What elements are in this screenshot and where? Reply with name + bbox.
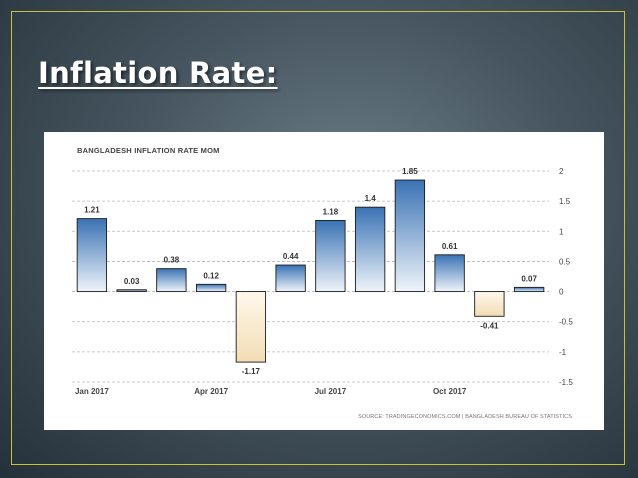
bar-jan-2017 <box>76 218 108 293</box>
data-label: 0.61 <box>442 242 458 251</box>
bar-dec-2017 <box>513 286 545 293</box>
y-tick-label: -1.5 <box>559 378 573 387</box>
y-tick-label: 0 <box>559 288 564 297</box>
data-label: 0.12 <box>203 271 219 280</box>
chart-value-labels: 1.21 0.03 0.38 0.12 -1.17 0.44 1.18 1.4 1.85 0.61… <box>84 167 537 376</box>
data-label: 0.44 <box>283 252 299 261</box>
chart-panel: 1.21 0.03 0.38 0.12 -1.17 0.44 1.18 1.4 1.85 0.61… <box>44 132 604 430</box>
bar-sep-2017 <box>394 179 426 293</box>
y-tick-label: 1 <box>559 227 564 236</box>
x-tick-label: Oct 2017 <box>433 387 467 396</box>
data-label: 1.4 <box>365 194 377 203</box>
chart-gridlines <box>72 170 549 383</box>
bar-oct-2017 <box>434 254 465 293</box>
bar-apr-2017 <box>195 283 227 293</box>
data-label: 1.85 <box>402 167 418 176</box>
bar-jun-2017 <box>275 264 306 293</box>
bar-aug-2017 <box>354 206 386 293</box>
bar-mar-2017 <box>156 268 187 293</box>
y-tick-label: -1 <box>559 348 567 357</box>
data-label: 1.18 <box>323 207 339 216</box>
bar-may-2017 <box>235 291 267 363</box>
slide-title: Inflation Rate: <box>38 56 278 90</box>
bar-feb-2017 <box>116 289 147 293</box>
y-tick-label: 0.5 <box>559 257 571 266</box>
chart-title: BANGLADESH INFLATION RATE MOM <box>77 146 220 155</box>
slide-frame <box>11 11 625 465</box>
y-tick-label: 1.5 <box>559 197 571 206</box>
inflation-bar-chart: 1.21 0.03 0.38 0.12 -1.17 0.44 1.18 1.4 1.85 0.61… <box>72 167 573 396</box>
data-label: -0.41 <box>480 321 499 330</box>
x-tick-label: Apr 2017 <box>194 387 228 396</box>
x-tick-label: Jul 2017 <box>315 387 347 396</box>
data-label: 1.21 <box>84 206 100 215</box>
chart-y-axis: 2 1.5 1 0.5 0 -0.5 -1 -1.5 <box>559 167 573 387</box>
data-label: -1.17 <box>242 367 261 376</box>
chart-x-axis: Jan 2017 Apr 2017 Jul 2017 Oct 2017 <box>75 387 467 396</box>
data-label: 0.03 <box>124 277 140 286</box>
data-label: 0.07 <box>521 274 537 283</box>
chart-bars <box>76 179 545 363</box>
bar-nov-2017 <box>474 291 505 317</box>
data-label: 0.38 <box>164 256 180 265</box>
y-tick-label: 2 <box>559 167 564 176</box>
x-tick-label: Jan 2017 <box>75 387 109 396</box>
chart-source: SOURCE: TRADINGECONOMICS.COM | BANGLADES… <box>358 414 572 420</box>
bar-jul-2017 <box>315 219 346 293</box>
y-tick-label: -0.5 <box>559 318 573 327</box>
